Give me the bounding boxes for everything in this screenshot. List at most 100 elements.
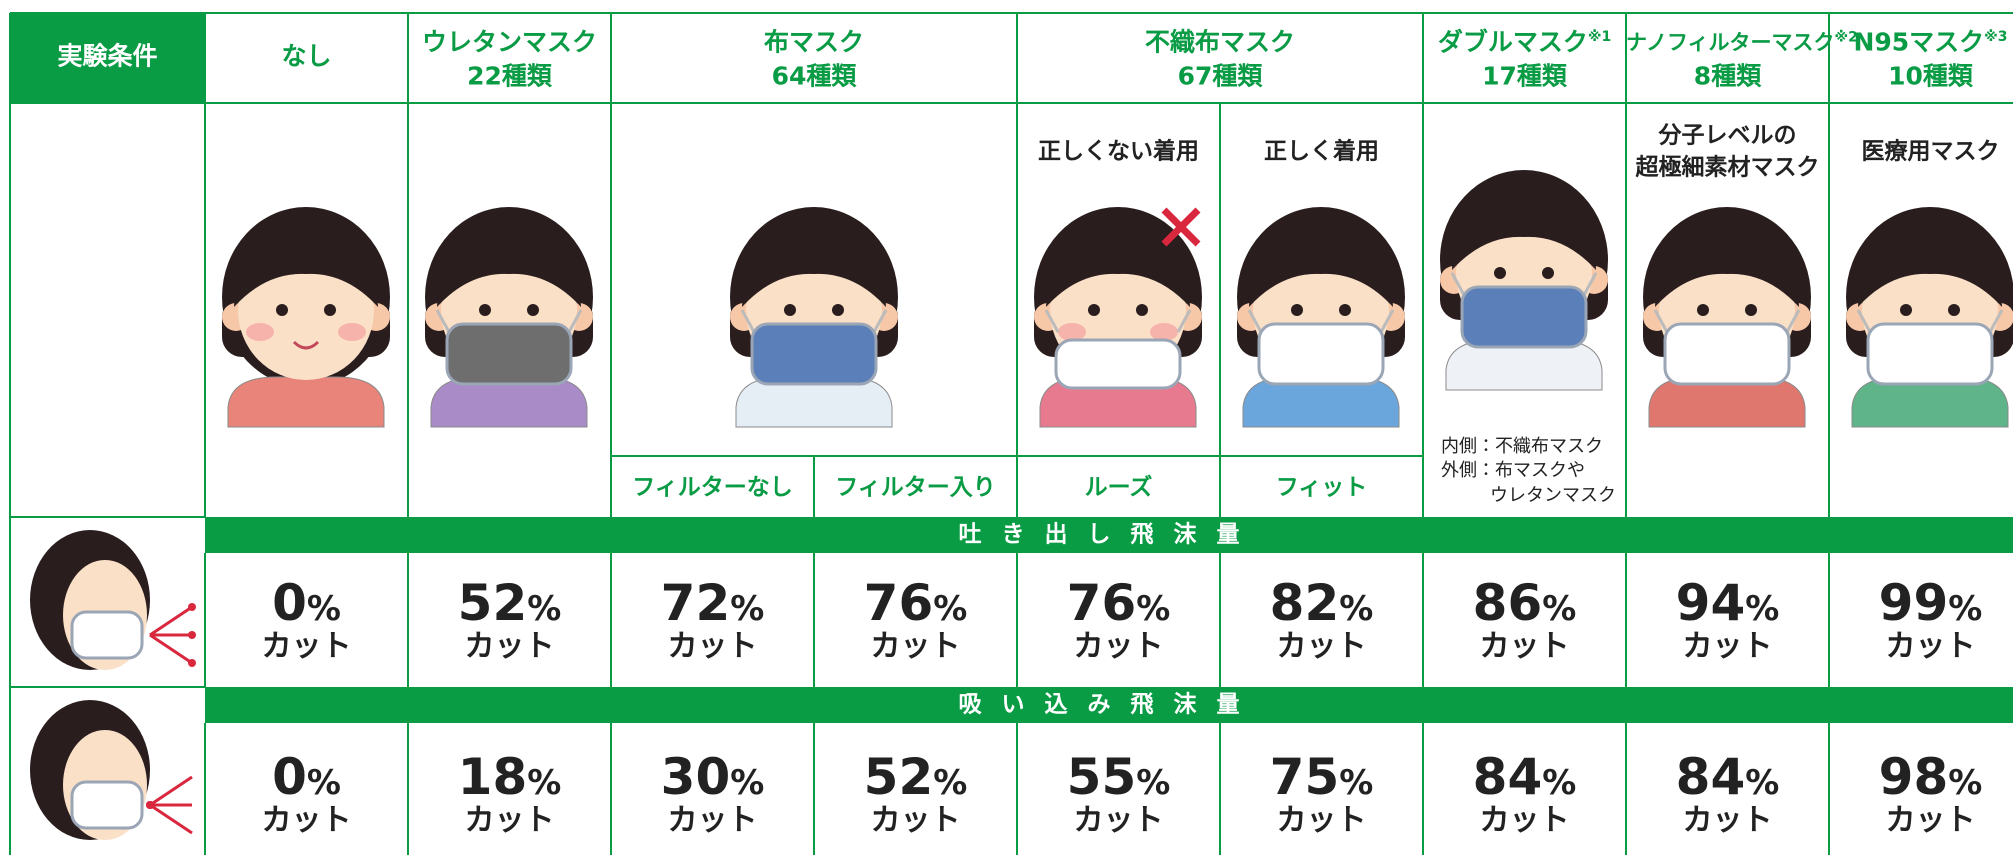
- cut-label: カット: [870, 629, 961, 664]
- bangs: [234, 232, 378, 307]
- eye: [276, 304, 288, 316]
- eye: [1136, 304, 1148, 316]
- column-name: なし: [281, 41, 332, 71]
- percent-sign: %: [306, 589, 341, 629]
- value-cell: 52%: [814, 752, 1017, 802]
- percent-sign: %: [1136, 589, 1171, 629]
- column-title: ダブルマスク※1: [1423, 30, 1626, 55]
- shirt: [227, 376, 385, 428]
- eye: [1900, 304, 1912, 316]
- value: 30: [660, 748, 731, 806]
- value-cell: 86%: [1423, 578, 1626, 628]
- percent-sign: %: [933, 589, 968, 629]
- value-cell: 18%: [408, 752, 611, 802]
- percent-sign: %: [1339, 589, 1374, 629]
- person-illustration: [730, 207, 898, 428]
- value-cell: 0%: [205, 578, 408, 628]
- mask: [70, 780, 144, 830]
- mask: [1257, 322, 1385, 386]
- mask-strap: [1044, 309, 1060, 333]
- value-cell: 72%: [611, 578, 814, 628]
- mouth: [292, 340, 320, 350]
- column-count: 17種類: [1482, 61, 1567, 91]
- band: [205, 517, 2013, 553]
- bangs: [1858, 232, 2002, 307]
- sub-label: フィルター入り: [835, 474, 996, 501]
- value-cell: 76%: [1017, 578, 1220, 628]
- bangs: [1046, 232, 1190, 307]
- mask-strap: [1379, 309, 1395, 333]
- value-cell: 94%: [1626, 578, 1829, 628]
- percent-sign: %: [1948, 589, 1983, 629]
- column-title: ウレタンマスク: [408, 30, 611, 55]
- eye: [1948, 304, 1960, 316]
- cut-label: カット: [1276, 803, 1367, 838]
- arrow: [149, 605, 193, 637]
- double-note: 内側：不織布マスク: [1441, 436, 1603, 457]
- percent-sign: %: [527, 589, 562, 629]
- value: 86: [1472, 574, 1543, 632]
- cut-label: カット: [1073, 803, 1164, 838]
- caption: 正しくない着用: [1038, 138, 1199, 165]
- percent-sign: %: [1948, 763, 1983, 803]
- value: 75: [1269, 748, 1340, 806]
- percent-sign: %: [730, 589, 765, 629]
- value: 76: [863, 574, 934, 632]
- column-name: ウレタンマスク: [421, 27, 597, 57]
- column-name: 布マスク: [763, 27, 864, 57]
- value: 84: [1472, 748, 1543, 806]
- cut-label: カット: [1276, 629, 1367, 664]
- column-count: 22種類: [467, 61, 552, 91]
- percent-sign: %: [1542, 589, 1577, 629]
- cut-label: カット: [1885, 803, 1976, 838]
- bangs: [742, 232, 886, 307]
- band-label: 吐き出し飛沫量: [958, 521, 1260, 548]
- person-illustration: [1034, 207, 1202, 428]
- percent-sign: %: [1745, 589, 1780, 629]
- cut-label: カット: [464, 629, 555, 664]
- eye: [784, 304, 796, 316]
- percent-sign: %: [527, 763, 562, 803]
- mask: [750, 322, 878, 386]
- value: 18: [457, 748, 528, 806]
- cut-label: カット: [1682, 629, 1773, 664]
- value-cell: 55%: [1017, 752, 1220, 802]
- person-illustration: [1846, 207, 2013, 428]
- mask-strap: [740, 309, 756, 333]
- value: 72: [660, 574, 731, 632]
- eye: [1339, 304, 1351, 316]
- eye: [1542, 267, 1554, 279]
- double-note: ウレタンマスク: [1490, 485, 1616, 506]
- eye: [1088, 304, 1100, 316]
- cut-label: カット: [667, 629, 758, 664]
- blush: [1058, 323, 1086, 341]
- value: 98: [1878, 748, 1949, 806]
- eye: [324, 304, 336, 316]
- value-cell: 82%: [1220, 578, 1423, 628]
- mask: [1663, 322, 1791, 386]
- mask: [445, 322, 573, 386]
- percent-sign: %: [933, 763, 968, 803]
- mask-strap: [872, 309, 888, 333]
- column-count: 8種類: [1693, 61, 1762, 91]
- arrow-head: [146, 801, 154, 809]
- cut-label: カット: [1479, 803, 1570, 838]
- value: 76: [1066, 574, 1137, 632]
- mask-strap: [1176, 309, 1192, 333]
- column-name: ナノフィルターマスク: [1626, 30, 1835, 55]
- person-illustration: [1643, 207, 1811, 428]
- mask-strap: [1785, 309, 1801, 333]
- percent-sign: %: [306, 763, 341, 803]
- footnote-mark: ※1: [1587, 29, 1612, 46]
- person-illustration: [1237, 207, 1405, 428]
- column-title: N95マスク※3: [1829, 30, 2013, 55]
- value: 84: [1675, 748, 1746, 806]
- mask: [1460, 285, 1588, 349]
- bangs: [1655, 232, 1799, 307]
- eye: [1291, 304, 1303, 316]
- arrow: [149, 803, 193, 835]
- column-count: 10種類: [1888, 61, 1973, 91]
- mask-strap: [1247, 309, 1263, 333]
- value-cell: 0%: [205, 752, 408, 802]
